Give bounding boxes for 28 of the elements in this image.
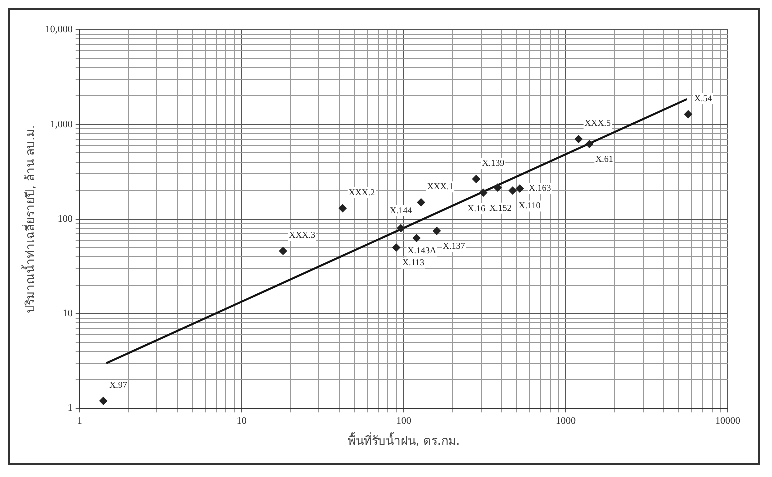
y-tick-label: 1 [68,403,73,414]
annotation: X.54 [694,93,713,104]
y-axis-title: ปริมาณน้ำท่าเฉลี่ยรายปี, ล้าน ลบ.ม. [21,125,38,314]
annotation: XXX.3 [289,230,316,240]
y-tick-label: 10,000 [45,24,73,36]
annotation: X.61 [596,154,614,164]
x-tick-label: 1000 [556,416,576,428]
y-tick-label: 100 [58,214,73,225]
x-tick-label: 10 [236,416,247,428]
annotation: X.97 [110,380,128,390]
annotation: X.113 [402,258,425,268]
annotation: X.139 [482,158,506,168]
x-axis-title: พื้นที่รับน้ำฝน, ตร.กม. [348,432,460,448]
annotation: X.152 [490,202,512,213]
x-tick-label: 100 [396,416,412,428]
x-tick-label: 1 [77,416,82,428]
annotation: X.137 [443,240,466,251]
annotation: XXX.5 [584,118,612,128]
annotation: X.143A [408,246,438,256]
x-tick-label: 10000 [716,416,740,428]
y-tick-label: 10 [62,308,73,320]
annotation: X.16 [468,203,486,214]
annotation: XXX.2 [348,187,376,198]
annotation: X.163 [528,183,552,194]
annotation: X.144 [390,205,413,216]
annotation: XXX.1 [427,181,454,192]
y-tick-label: 1,000 [50,119,73,130]
annotation: X.110 [518,200,542,211]
